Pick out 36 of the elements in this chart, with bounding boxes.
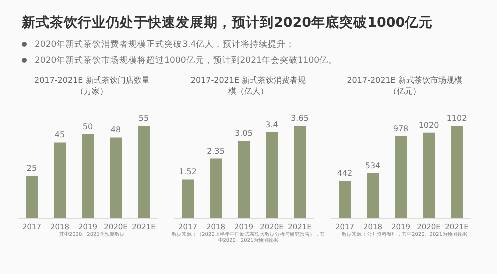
data-label: 1.52: [180, 168, 198, 177]
bar: [294, 126, 306, 218]
data-label: 3.05: [236, 129, 254, 138]
bar: [338, 181, 351, 218]
chart-title: 2017-2021E 新式茶饮门店数量（万家）: [34, 75, 151, 97]
bar: [450, 126, 463, 218]
data-label: 45: [55, 130, 66, 140]
bar: [110, 138, 122, 218]
data-label: 48: [111, 126, 122, 135]
data-label: 1102: [446, 114, 467, 123]
bar: [182, 180, 194, 218]
chart-title: 2017-2021E 新式茶饮市场规模（亿元）: [346, 75, 464, 97]
data-label: 50: [83, 122, 94, 132]
bar: [26, 176, 38, 218]
data-label: 3.4: [266, 120, 279, 130]
data-label: 55: [139, 114, 150, 123]
data-label: 442: [337, 169, 352, 178]
text: 新式茶饮行业仍处于快速发展期，预计到2020年底突破1000亿元: [22, 14, 434, 32]
text: 2020年新式茶饮消费者规模正式突破3.4亿人，预计将持续提升；: [34, 39, 296, 51]
text: 2020年新式茶饮市场规模将超过1000亿元，预计到2021年会突破1100亿。: [34, 55, 339, 67]
bar: [366, 173, 379, 218]
data-label: 2.35: [208, 146, 226, 156]
data-label: 978: [393, 124, 408, 134]
data-label: 1020: [418, 120, 439, 130]
data-label: 3.65: [292, 114, 310, 123]
data-label: 25: [27, 164, 38, 174]
bar: [394, 136, 407, 218]
bar: [82, 134, 94, 218]
bar: [210, 158, 222, 218]
bar: [266, 132, 278, 218]
bar: [238, 141, 250, 218]
data-label: 534: [365, 161, 380, 170]
bar: [138, 126, 150, 218]
chart-title: 2017-2021E 新式茶饮消费者规模（亿人）: [190, 75, 308, 97]
bar: [422, 132, 435, 218]
bar: [54, 142, 66, 218]
